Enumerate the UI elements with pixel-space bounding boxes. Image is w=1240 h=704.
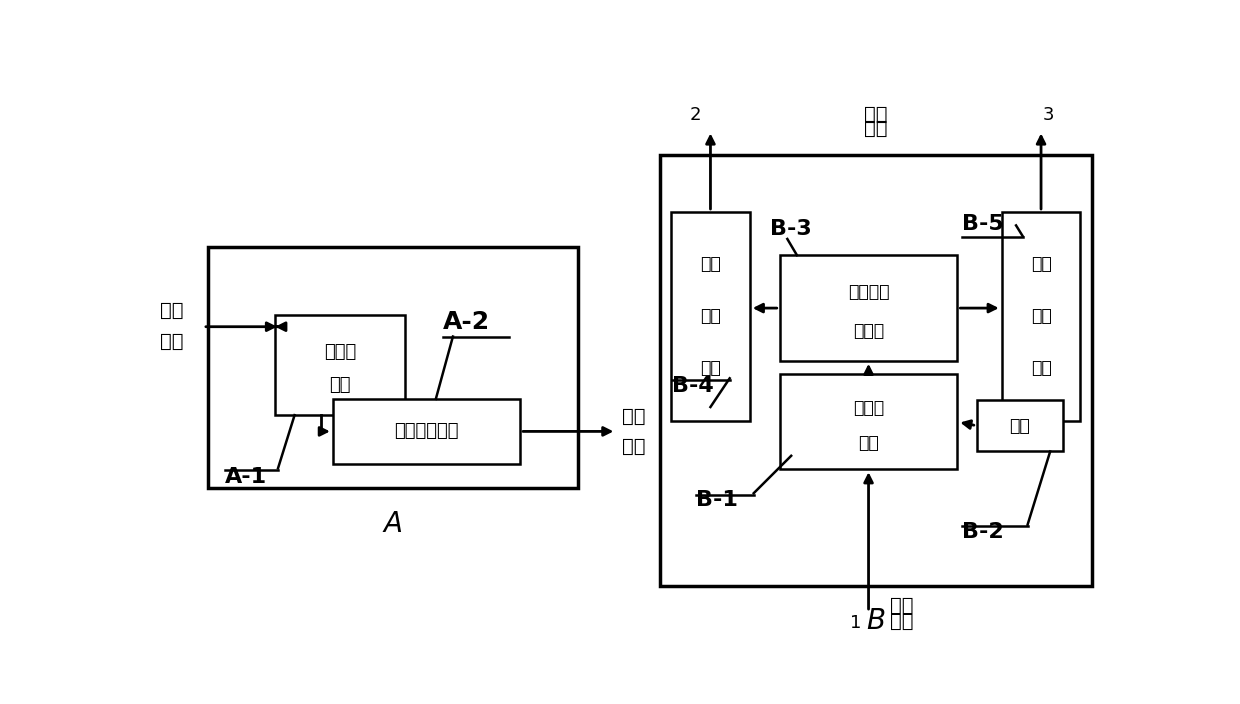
Text: A-2: A-2 bbox=[444, 310, 491, 334]
Text: 信号: 信号 bbox=[160, 332, 184, 351]
Text: 信号: 信号 bbox=[864, 120, 888, 139]
Text: 2: 2 bbox=[689, 106, 701, 123]
Text: 第四: 第四 bbox=[1030, 255, 1052, 273]
Text: B-2: B-2 bbox=[962, 522, 1004, 542]
Text: 第一分: 第一分 bbox=[324, 343, 356, 361]
Text: 电滤: 电滤 bbox=[701, 307, 720, 325]
Text: B-5: B-5 bbox=[962, 213, 1004, 234]
Text: B-3: B-3 bbox=[770, 219, 812, 239]
Text: 输入: 输入 bbox=[889, 596, 913, 615]
FancyBboxPatch shape bbox=[1002, 212, 1080, 420]
Text: 分配器: 分配器 bbox=[853, 322, 884, 340]
Text: A-1: A-1 bbox=[226, 467, 268, 486]
Text: 1: 1 bbox=[851, 614, 862, 632]
Text: 信号: 信号 bbox=[889, 612, 913, 631]
FancyBboxPatch shape bbox=[332, 399, 521, 464]
Text: 输入: 输入 bbox=[160, 301, 184, 320]
FancyBboxPatch shape bbox=[660, 155, 1092, 586]
Text: A: A bbox=[383, 510, 402, 538]
FancyBboxPatch shape bbox=[780, 375, 957, 470]
Text: 波器: 波器 bbox=[701, 360, 720, 377]
Text: 电滤: 电滤 bbox=[1030, 307, 1052, 325]
Text: 频器: 频器 bbox=[858, 434, 879, 452]
Text: 第三: 第三 bbox=[701, 255, 720, 273]
Text: 第一混: 第一混 bbox=[853, 398, 884, 417]
Text: B: B bbox=[867, 607, 885, 635]
Text: 输出: 输出 bbox=[621, 408, 645, 427]
FancyBboxPatch shape bbox=[208, 247, 578, 489]
Text: 频器: 频器 bbox=[330, 376, 351, 394]
FancyBboxPatch shape bbox=[977, 400, 1063, 451]
Text: 信号: 信号 bbox=[621, 436, 645, 455]
Text: 第一电滤波器: 第一电滤波器 bbox=[394, 422, 459, 441]
Text: 输出: 输出 bbox=[864, 105, 888, 124]
FancyBboxPatch shape bbox=[275, 315, 404, 415]
Text: 本振: 本振 bbox=[1009, 417, 1030, 434]
Text: 波器: 波器 bbox=[1030, 360, 1052, 377]
Text: 第二功滤: 第二功滤 bbox=[848, 283, 889, 301]
FancyBboxPatch shape bbox=[780, 256, 957, 361]
Text: B-4: B-4 bbox=[672, 375, 714, 396]
Text: 3: 3 bbox=[1043, 106, 1054, 123]
Text: B-1: B-1 bbox=[696, 491, 738, 510]
FancyBboxPatch shape bbox=[671, 212, 750, 420]
